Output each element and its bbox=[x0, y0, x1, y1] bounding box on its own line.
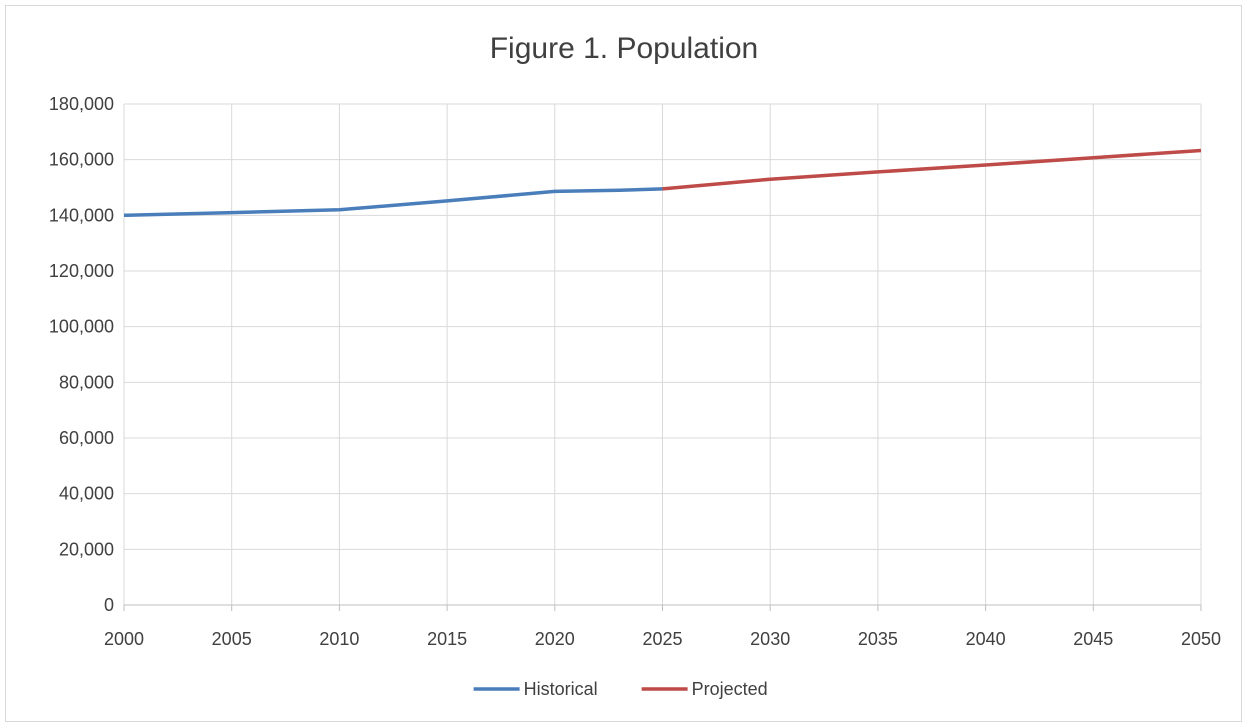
axes bbox=[123, 604, 1202, 611]
x-tick-label: 2040 bbox=[966, 629, 1006, 649]
y-tick-label: 100,000 bbox=[49, 317, 114, 337]
series-line-projected bbox=[662, 148, 1202, 191]
x-tick-label: 2015 bbox=[427, 629, 467, 649]
y-tick-label: 20,000 bbox=[59, 539, 114, 559]
x-tick-label: 2020 bbox=[535, 629, 575, 649]
x-tick-label: 2010 bbox=[319, 629, 359, 649]
series-lines bbox=[123, 148, 1202, 218]
x-tick-label: 2005 bbox=[212, 629, 252, 649]
series-line-historical bbox=[123, 187, 663, 218]
y-axis-ticks: 0 20,000 40,000 60,000 80,000 100,000 120,000 1… bbox=[49, 94, 114, 615]
y-tick-label: 60,000 bbox=[59, 428, 114, 448]
x-tick-label: 2025 bbox=[642, 629, 682, 649]
x-tick-label: 2045 bbox=[1073, 629, 1113, 649]
legend-item-historical: Historical bbox=[473, 679, 598, 699]
x-tick-label: 2035 bbox=[858, 629, 898, 649]
legend: Historical Projected bbox=[473, 679, 768, 699]
y-tick-label: 40,000 bbox=[59, 484, 114, 504]
x-tick-label: 2050 bbox=[1181, 629, 1221, 649]
gridlines bbox=[123, 103, 1202, 605]
y-tick-label: 180,000 bbox=[49, 94, 114, 114]
chart-title: Figure 1. Population bbox=[490, 32, 759, 65]
y-tick-label: 120,000 bbox=[49, 261, 114, 281]
legend-label: Projected bbox=[692, 679, 768, 699]
chart-frame bbox=[5, 5, 1242, 722]
x-axis-ticks: 2000 2005 2010 2015 2020 2025 2030 2035 2040 2045… bbox=[104, 629, 1221, 649]
legend-label: Historical bbox=[524, 679, 598, 699]
y-tick-label: 160,000 bbox=[49, 150, 114, 170]
y-tick-label: 140,000 bbox=[49, 205, 114, 225]
legend-item-projected: Projected bbox=[641, 679, 768, 699]
x-tick-label: 2000 bbox=[104, 629, 144, 649]
y-tick-label: 0 bbox=[104, 595, 114, 615]
x-tick-label: 2030 bbox=[750, 629, 790, 649]
y-tick-label: 80,000 bbox=[59, 372, 114, 392]
